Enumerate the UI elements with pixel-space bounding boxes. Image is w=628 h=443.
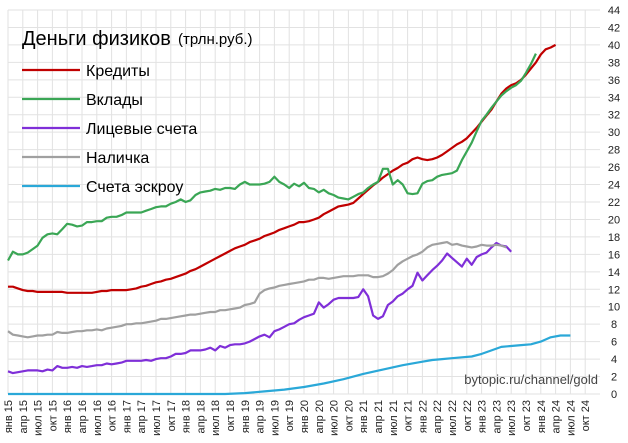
legend-label: Кредиты xyxy=(86,63,150,80)
x-tick-label: июл 23 xyxy=(506,400,518,436)
legend-label: Наличка xyxy=(86,150,149,167)
x-tick-label: янв 21 xyxy=(358,400,370,433)
y-tick-label: 22 xyxy=(608,197,620,209)
series-lines xyxy=(7,43,571,396)
y-tick-label: 28 xyxy=(608,145,620,157)
y-tick-label: 26 xyxy=(608,162,620,174)
x-tick-label: окт 18 xyxy=(225,400,237,431)
y-tick-label: 16 xyxy=(608,249,620,261)
x-tick-label: апр 18 xyxy=(195,400,207,433)
y-tick-label: 30 xyxy=(608,127,620,139)
y-tick-label: 36 xyxy=(608,75,620,87)
x-tick-label: янв 15 xyxy=(3,400,15,433)
x-tick-label: окт 21 xyxy=(403,400,415,431)
x-tick-label: янв 24 xyxy=(536,400,548,433)
x-tick-label: окт 23 xyxy=(521,400,533,431)
x-tick-label: окт 24 xyxy=(580,400,592,431)
y-tick-label: 0 xyxy=(611,389,617,401)
x-tick-label: янв 22 xyxy=(417,400,429,433)
axes: 0246810121416182022242628303234363840424… xyxy=(3,5,620,436)
y-tick-label: 4 xyxy=(611,354,617,366)
x-tick-label: июл 18 xyxy=(210,400,222,436)
y-tick-label: 42 xyxy=(608,22,620,34)
x-tick-label: окт 16 xyxy=(107,400,119,431)
x-tick-label: июл 15 xyxy=(33,400,45,436)
y-tick-label: 38 xyxy=(608,57,620,69)
y-tick-label: 34 xyxy=(608,92,620,104)
x-tick-label: окт 15 xyxy=(47,400,59,431)
y-tick-label: 24 xyxy=(608,180,620,192)
y-tick-label: 14 xyxy=(608,267,620,279)
x-tick-label: янв 19 xyxy=(240,400,252,433)
x-tick-label: июл 21 xyxy=(388,400,400,436)
y-tick-label: 44 xyxy=(608,5,620,17)
x-tick-label: июл 22 xyxy=(447,400,459,436)
x-tick-label: янв 23 xyxy=(477,400,489,433)
y-tick-label: 12 xyxy=(608,284,620,296)
x-tick-label: апр 16 xyxy=(77,400,89,433)
x-tick-label: апр 15 xyxy=(18,400,30,433)
series-line-3 xyxy=(7,241,513,375)
x-tick-label: июл 17 xyxy=(151,400,163,436)
series-line-1 xyxy=(8,43,557,294)
x-tick-label: окт 17 xyxy=(166,400,178,431)
chart-title: Деньги физиков xyxy=(22,28,171,50)
chart-subtitle: (трлн.руб.) xyxy=(178,31,253,48)
x-tick-label: апр 22 xyxy=(432,400,444,433)
x-tick-label: янв 16 xyxy=(62,400,74,433)
x-tick-label: апр 24 xyxy=(551,400,563,433)
y-tick-label: 8 xyxy=(611,319,617,331)
x-tick-label: апр 19 xyxy=(255,400,267,433)
x-tick-label: янв 18 xyxy=(181,400,193,433)
x-tick-label: июл 19 xyxy=(269,400,281,436)
x-tick-label: июл 16 xyxy=(92,400,104,436)
y-tick-label: 20 xyxy=(608,214,620,226)
x-tick-label: апр 21 xyxy=(373,400,385,433)
legend-label: Счета эскроу xyxy=(86,179,183,196)
legend-label: Лицевые счета xyxy=(86,121,197,138)
x-tick-label: окт 19 xyxy=(284,400,296,431)
x-tick-label: окт 20 xyxy=(343,400,355,431)
x-tick-label: янв 20 xyxy=(299,400,311,433)
legend-label: Вклады xyxy=(86,92,143,109)
x-tick-label: окт 22 xyxy=(462,400,474,431)
series-line-2 xyxy=(7,53,537,262)
series-line-5 xyxy=(8,334,571,396)
y-tick-label: 2 xyxy=(611,372,617,384)
x-tick-label: июл 20 xyxy=(329,400,341,436)
x-tick-label: июл 24 xyxy=(565,400,577,436)
x-tick-label: апр 23 xyxy=(491,400,503,433)
watermark: bytopic.ru/channel/gold xyxy=(464,372,598,387)
grid xyxy=(7,9,600,395)
legend: Деньги физиков (трлн.руб.) Кредиты Вклады… xyxy=(22,28,253,196)
x-tick-label: апр 20 xyxy=(314,400,326,433)
series-line-4 xyxy=(7,241,507,339)
y-tick-label: 6 xyxy=(611,337,617,349)
y-tick-label: 40 xyxy=(608,40,620,52)
y-tick-label: 32 xyxy=(608,110,620,122)
y-tick-label: 18 xyxy=(608,232,620,244)
x-tick-label: апр 17 xyxy=(136,400,148,433)
y-tick-label: 10 xyxy=(608,302,620,314)
x-tick-label: янв 17 xyxy=(121,400,133,433)
